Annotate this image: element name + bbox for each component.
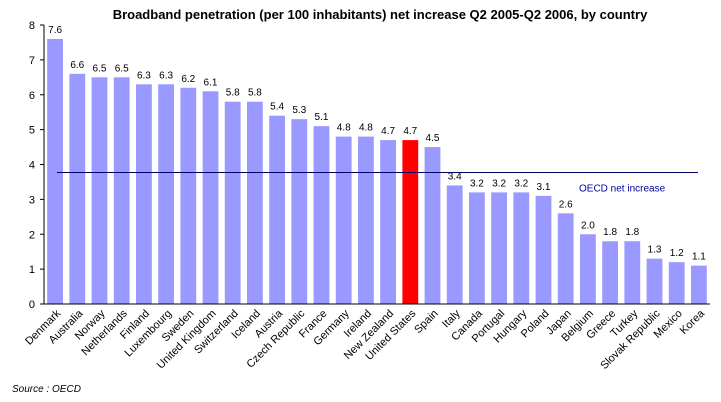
data-label: 7.6 [48, 25, 62, 36]
bar [624, 241, 641, 304]
y-tick-label: 5 [29, 125, 35, 137]
data-label: 6.1 [204, 77, 218, 88]
category-label: Korea [678, 307, 708, 337]
data-label: 4.7 [403, 126, 417, 137]
data-label: 6.2 [181, 74, 195, 85]
data-label: 1.8 [625, 227, 639, 238]
bar [202, 91, 219, 304]
y-tick-label: 7 [29, 55, 35, 67]
data-label: 6.6 [70, 60, 84, 71]
data-label: 4.8 [337, 123, 351, 134]
data-label: 5.3 [292, 105, 306, 116]
oecd-net-increase-label: OECD net increase [579, 184, 666, 195]
bar [91, 77, 108, 304]
data-label: 4.5 [426, 133, 440, 144]
data-label: 3.2 [514, 178, 528, 189]
data-label: 4.8 [359, 123, 373, 134]
data-label: 1.3 [648, 245, 662, 256]
bar [424, 147, 441, 304]
bar [247, 101, 263, 304]
data-label: 1.1 [692, 252, 706, 263]
data-label: 2.6 [559, 199, 573, 210]
bar [313, 126, 330, 304]
data-label: 3.2 [492, 178, 506, 189]
bar [47, 38, 63, 304]
bar [113, 77, 130, 304]
data-label: 3.2 [470, 178, 484, 189]
data-label: 5.8 [248, 88, 262, 99]
data-label: 6.3 [159, 70, 173, 81]
bars [47, 38, 707, 305]
data-label: 5.4 [270, 102, 284, 113]
bar [224, 101, 241, 304]
bar [358, 136, 374, 304]
y-tick-label: 4 [29, 160, 35, 172]
bar [513, 192, 530, 304]
data-label: 3.1 [537, 182, 551, 193]
source-note: Source : OECD [12, 384, 81, 395]
data-label: 1.8 [603, 227, 617, 238]
data-label: 3.4 [448, 171, 462, 182]
bar [668, 262, 685, 304]
data-label: 6.3 [137, 70, 151, 81]
bar [646, 258, 663, 304]
y-tick-label: 8 [29, 20, 35, 32]
category-label: Spain [412, 308, 440, 336]
data-labels: 7.6 6.6 6.5 6.5 6.3 6.3 6.2 6.1 5.8 5.8 5.4 5.3 5.1 4… [48, 25, 706, 263]
y-tick-label: 3 [29, 194, 35, 206]
bar [69, 73, 86, 304]
data-label: 5.1 [315, 112, 329, 123]
bar [691, 265, 707, 304]
y-tick-label: 1 [29, 264, 35, 276]
bar [446, 185, 463, 304]
x-axis: DenmarkAustraliaNorwayNetherlandsFinland… [23, 303, 710, 372]
bar [491, 192, 507, 304]
bar [335, 136, 352, 304]
y-tick-label: 6 [29, 90, 35, 102]
bar [269, 115, 285, 304]
chart-title: Broadband penetration (per 100 inhabitan… [113, 7, 648, 22]
data-label: 5.8 [226, 88, 240, 99]
data-label: 6.5 [93, 63, 107, 74]
y-tick-label: 2 [29, 229, 35, 241]
bar [535, 195, 552, 304]
data-label: 6.5 [115, 63, 129, 74]
bar [402, 140, 419, 304]
bar [469, 192, 485, 304]
bar [136, 84, 152, 304]
bar [580, 234, 596, 304]
data-label: 2.0 [581, 220, 595, 231]
data-label: 1.2 [670, 248, 684, 259]
bar [158, 84, 174, 304]
y-axis: 0 1 2 3 4 5 6 7 8 [29, 20, 45, 311]
bar [557, 213, 574, 304]
data-label: 4.7 [381, 126, 395, 137]
bar [291, 119, 308, 304]
bar [180, 87, 197, 305]
bar [380, 140, 396, 304]
reference-line-group: OECD net increase [57, 172, 698, 195]
bar [602, 241, 618, 304]
y-tick-label: 0 [29, 299, 35, 311]
